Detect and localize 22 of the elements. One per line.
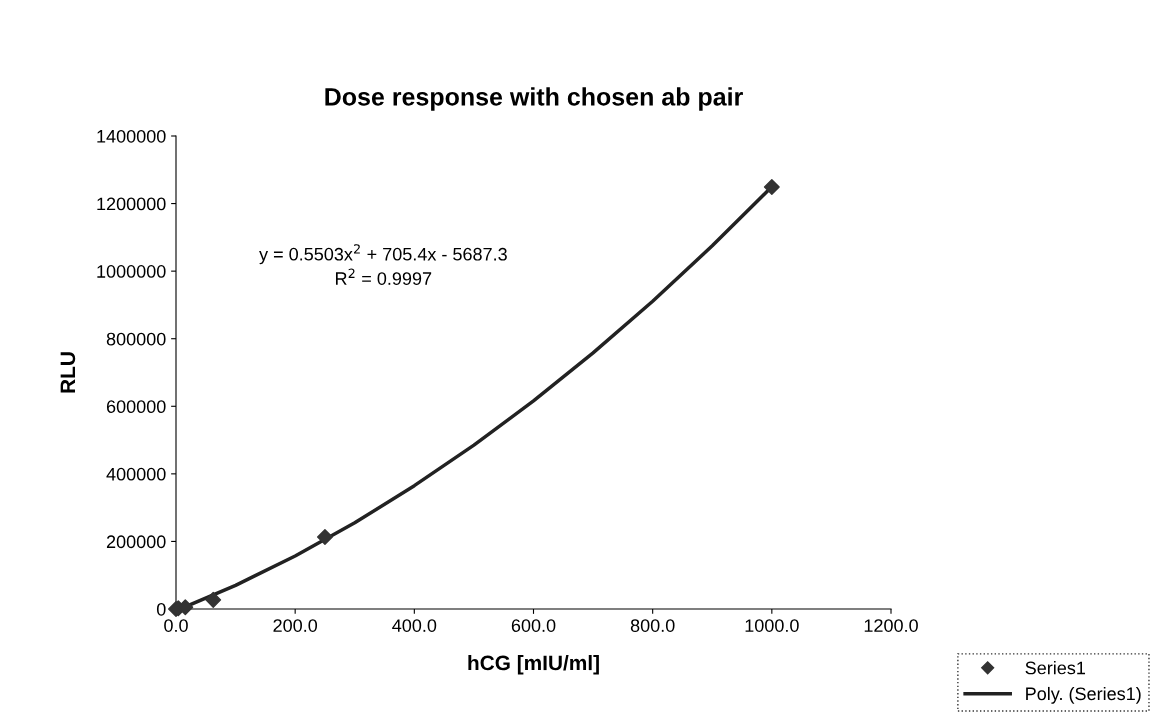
x-tick-label: 600.0 xyxy=(511,619,556,632)
y-tick-label: 1200000 xyxy=(97,197,166,211)
x-tick-label: 1200.0 xyxy=(864,619,918,632)
y-tick-label: 400000 xyxy=(106,467,166,481)
y-tick-label: 600000 xyxy=(106,400,166,414)
x-tick-label: 200.0 xyxy=(273,619,318,632)
y-tick-label: 800000 xyxy=(106,332,166,346)
legend-label: Poly. (Series1) xyxy=(1026,686,1141,704)
x-tick-label: 800.0 xyxy=(630,619,675,632)
y-tick-label: 0 xyxy=(156,602,166,616)
y-tick-label: 1000000 xyxy=(97,265,166,278)
chart-title: Dose response with chosen ab pair xyxy=(325,87,743,111)
y-tick-label: 1400000 xyxy=(97,129,166,143)
annotation: y = 0.5503x$^{2}$ + 705.4x - 5687.3 xyxy=(259,244,507,265)
x-axis-title: hCG [mIU/ml] xyxy=(468,655,599,675)
legend-label: Series1 xyxy=(1025,661,1086,675)
x-tick-label: 0.0 xyxy=(164,619,188,632)
y-tick-label: 200000 xyxy=(106,535,166,549)
annotation: R$^{2}$ = 0.9997 xyxy=(335,268,432,285)
y-axis-title: RLU xyxy=(60,352,76,393)
x-tick-label: 400.0 xyxy=(392,619,437,632)
x-tick-label: 1000.0 xyxy=(745,619,799,632)
